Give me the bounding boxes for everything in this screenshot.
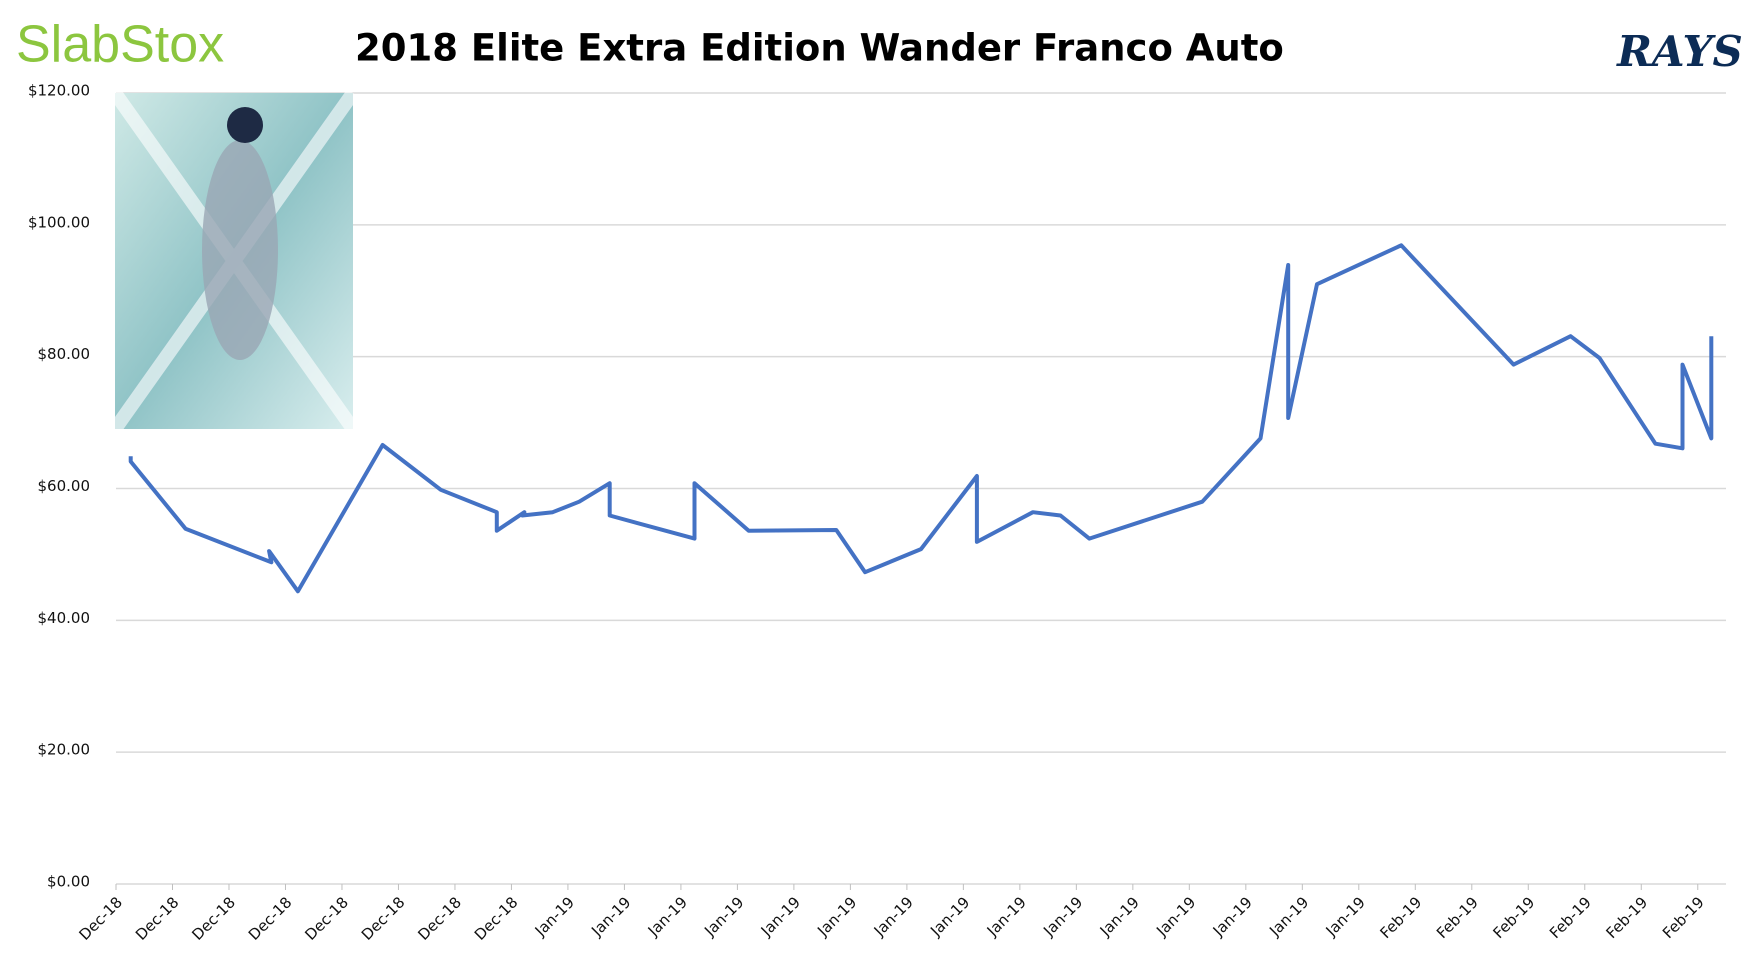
y-tick-label: $40.00 [38, 609, 91, 627]
x-tick-label: Feb-19 [1433, 893, 1482, 942]
x-tick-label: Dec-18 [132, 893, 183, 944]
y-tick-label: $80.00 [38, 345, 91, 363]
x-tick-label: Jan-19 [531, 893, 578, 940]
x-tick-label: Jan-19 [1322, 893, 1369, 940]
x-tick-label: Jan-19 [983, 893, 1030, 940]
y-tick-label: $100.00 [28, 213, 90, 231]
x-tick-label: Dec-18 [245, 893, 296, 944]
x-tick-label: Dec-18 [414, 893, 465, 944]
y-tick-label: $0.00 [47, 873, 90, 891]
x-tick-label: Feb-19 [1546, 893, 1595, 942]
x-tick-label: Feb-19 [1489, 893, 1538, 942]
x-tick-label: Dec-18 [471, 893, 522, 944]
x-tick-label: Dec-18 [188, 893, 239, 944]
x-tick-label: Jan-19 [1152, 893, 1199, 940]
x-tick-label: Jan-19 [926, 893, 973, 940]
y-tick-label: $120.00 [28, 82, 90, 100]
team-logo: RAYS [1616, 27, 1743, 76]
x-tick-label: Jan-19 [813, 893, 860, 940]
x-tick-label: Dec-18 [358, 893, 409, 944]
x-tick-label: Jan-19 [757, 893, 804, 940]
x-tick-label: Jan-19 [1039, 893, 1086, 940]
x-tick-label: Feb-19 [1659, 893, 1708, 942]
card-player [202, 140, 278, 360]
price-line [128, 243, 1714, 594]
x-tick-label: Jan-19 [1209, 893, 1256, 940]
y-tick-label: $20.00 [38, 741, 91, 759]
brand-logo: SlabStox [16, 16, 224, 74]
x-tick-label: Jan-19 [1096, 893, 1143, 940]
x-tick-label: Dec-18 [75, 893, 126, 944]
x-tick-label: Feb-19 [1376, 893, 1425, 942]
x-tick-label: Dec-18 [301, 893, 352, 944]
x-tick-label: Jan-19 [1265, 893, 1312, 940]
x-tick-label: Jan-19 [700, 893, 747, 940]
chart-title: 2018 Elite Extra Edition Wander Franco A… [355, 27, 1284, 70]
y-tick-label: $60.00 [38, 477, 91, 495]
card-helmet [227, 107, 263, 143]
x-tick-label: Feb-19 [1602, 893, 1651, 942]
x-tick-label: Jan-19 [644, 893, 691, 940]
x-tick-label: Jan-19 [587, 893, 634, 940]
x-tick-label: Jan-19 [870, 893, 917, 940]
